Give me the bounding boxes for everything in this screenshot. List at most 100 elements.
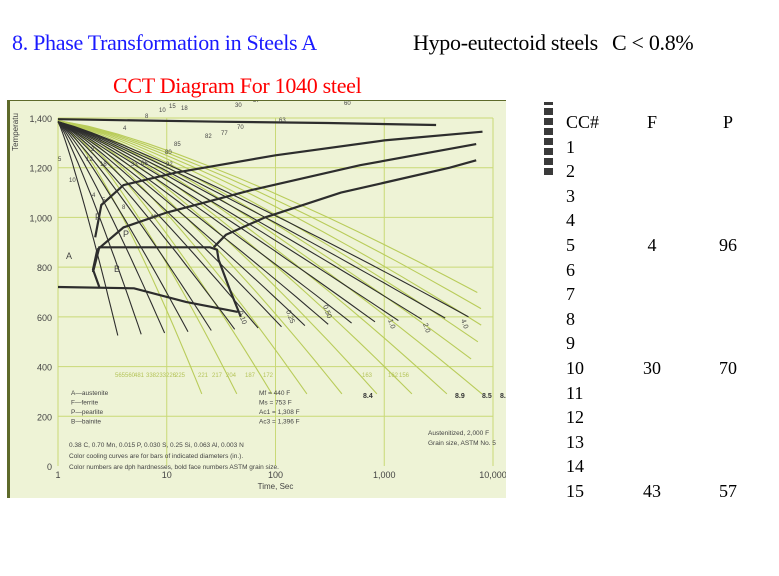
chart-annotation: 481 — [134, 373, 145, 379]
chart-annotation: 187 — [245, 373, 256, 379]
cc-number: 15 — [566, 481, 584, 501]
chart-annotation: 10 — [69, 178, 76, 184]
chart-annotation: B—bainite — [71, 419, 101, 426]
chart-annotation: 15 — [169, 104, 176, 110]
grain-size-label: 8.4 — [363, 393, 373, 400]
chart-annotation: 66 — [141, 161, 148, 167]
x-tick-label: 1,000 — [373, 470, 396, 480]
grain-size-label: 8.5 — [482, 393, 492, 400]
pearlite-percent: 57 — [719, 481, 737, 501]
chart-annotation: 40 — [150, 215, 157, 221]
y-tick-label: 600 — [37, 313, 52, 323]
chart-annotation: Mf = 440 F — [259, 390, 290, 397]
chart-annotation: F—ferrite — [71, 400, 98, 407]
chart-annotation: Austenitized, 2,000 F — [428, 430, 489, 437]
x-tick-label: 1 — [55, 470, 60, 480]
chart-annotation: 10 — [159, 108, 166, 114]
chart-annotation: 30 — [235, 103, 242, 109]
chart-annotation: 82 — [205, 134, 212, 140]
chart-annotation: 2 — [91, 147, 95, 153]
cct-diagram: 0 200 400 600 800 1,000 1,200 1,400 1 10 100 1,000 1… — [7, 100, 506, 498]
chart-annotation: 172 — [263, 373, 274, 379]
bar-diameter-label: 2.0 — [421, 322, 431, 334]
chart-annotation: B — [114, 264, 120, 274]
pearlite-percent: 96 — [719, 235, 737, 255]
y-tick-label: 0 — [47, 462, 52, 472]
chart-annotation: 37 — [253, 101, 260, 104]
steel-type-label: Hypo-eutectoid steels — [413, 30, 598, 55]
chart-annotation: 33 — [131, 162, 138, 168]
chart-annotation: 77 — [221, 131, 228, 137]
cc-number: 1 — [566, 136, 575, 157]
chart-annotation: 60 — [344, 101, 351, 107]
cc-number: 10 — [566, 358, 584, 378]
chart-annotation: 5 — [102, 198, 106, 204]
chart-annotation: 560 — [125, 373, 136, 379]
ferrite-percent: 30 — [643, 358, 661, 378]
page-title: 8. Phase Transformation in Steels A — [12, 30, 317, 55]
chart-annotation: 12 — [86, 157, 93, 163]
chart-annotation: 63 — [279, 118, 286, 124]
bar-diameter-label: 0.25 — [284, 309, 295, 324]
y-tick-label: 400 — [37, 363, 52, 373]
chart-annotation: 338 — [146, 373, 157, 379]
y-axis-label: Temperatu — [11, 113, 20, 151]
chart-annotation: 8 — [122, 205, 126, 211]
page-subtitle: Hypo-eutectoid steels C < 0.8% — [413, 30, 694, 56]
chart-annotation: 8 — [145, 114, 149, 120]
chart-annotation: Color cooling curves are for bars of ind… — [69, 453, 243, 460]
chart-annotation: 85 — [174, 142, 181, 148]
y-tick-label: 1,200 — [29, 164, 52, 174]
chart-annotation: 80 — [165, 150, 172, 156]
chart-annotation: 233 — [156, 373, 167, 379]
cc-number: 9 — [566, 333, 575, 354]
x-tick-label: 100 — [268, 470, 283, 480]
cct-chart-svg: 0 200 400 600 800 1,000 1,200 1,400 1 10 100 1,000 1… — [11, 101, 506, 491]
y-tick-label: 1,000 — [29, 213, 52, 223]
ferrite-percent: 4 — [647, 235, 657, 255]
carbon-content-label: C < 0.8% — [611, 30, 694, 55]
chart-annotation: P—pearlite — [71, 409, 104, 416]
chart-annotation: A—austenite — [71, 390, 109, 397]
chart-annotation: 92 — [166, 162, 173, 168]
chart-annotation: 5 — [58, 157, 62, 163]
chart-annotation: 162 — [388, 373, 399, 379]
chart-annotation: A — [66, 251, 72, 261]
chart-annotation: 163 — [362, 373, 373, 379]
cc-number: 3 — [566, 185, 575, 206]
cc-number: 5 — [566, 235, 575, 255]
chart-annotation: Ac3 = 1,396 F — [259, 419, 300, 426]
bar-diameter-label: 0.10 — [236, 310, 247, 325]
cc-number: 2 — [566, 161, 575, 182]
chart-annotation: Ac1 = 1,308 F — [259, 409, 300, 416]
y-tick-label: 800 — [37, 263, 52, 273]
chart-annotation: 225 — [175, 373, 186, 379]
grain-size-label: 8.0 — [500, 393, 506, 400]
cc-number: 12 — [566, 407, 584, 428]
chart-annotation: 4 — [123, 126, 127, 132]
ferrite-percent: 43 — [643, 481, 661, 501]
grain-size-label: 8.9 — [455, 393, 465, 400]
chart-annotation: Grain size, ASTM No. 5 — [428, 440, 496, 447]
diagram-title: CCT Diagram For 1040 steel — [113, 73, 362, 98]
cc-number: 4 — [566, 210, 575, 231]
chart-annotation: 156 — [399, 373, 410, 379]
column-header: CC# — [566, 112, 600, 132]
column-header: F — [646, 112, 657, 132]
chart-annotation: Ms = 753 F — [259, 400, 292, 407]
chart-annotation: 4 — [92, 193, 96, 199]
pearlite-percent: 70 — [719, 358, 737, 378]
y-tick-label: 1,400 — [29, 114, 52, 124]
cropped-side-text — [544, 102, 553, 175]
chart-annotation: 565 — [115, 373, 126, 379]
chart-annotation: 217 — [212, 373, 223, 379]
chart-annotation: 0.38 C, 0.70 Mn, 0.015 P, 0.030 S, 0.25 … — [69, 442, 244, 449]
chart-annotation: P — [123, 229, 129, 239]
cc-number: 6 — [566, 259, 575, 280]
bar-diameter-label: 1.0 — [386, 318, 396, 330]
chart-annotation: 70 — [237, 125, 244, 131]
chart-annotation: F — [95, 212, 101, 222]
x-axis-label: Time, Sec — [258, 482, 294, 491]
chart-annotation: 18 — [181, 106, 188, 112]
column-header: P — [722, 112, 733, 132]
